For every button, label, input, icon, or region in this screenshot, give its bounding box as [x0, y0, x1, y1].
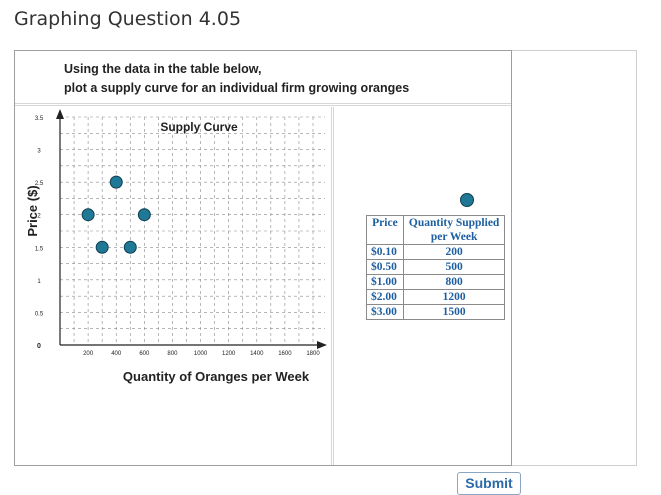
column-header-quantity: Quantity Supplied per Week: [402, 215, 506, 245]
column-header-price: Price: [366, 215, 404, 245]
data-point[interactable]: [123, 240, 137, 254]
x-tick-label: 1600: [278, 351, 292, 357]
y-tick-label: 0: [37, 343, 41, 350]
point-tool-icon[interactable]: [460, 193, 474, 207]
y-tick-label: 3.5: [35, 116, 44, 122]
data-point[interactable]: [137, 208, 151, 222]
table-row: $3.00 1500: [366, 304, 506, 320]
y-tick-label: 2: [37, 214, 41, 220]
y-tick-label: 1: [37, 279, 41, 285]
price-cell: $1.00: [366, 274, 404, 290]
quantity-cell: 800: [402, 274, 506, 290]
table-row: $2.00 1200: [366, 289, 506, 305]
y-tick-label: 2.5: [35, 181, 44, 187]
x-tick-label: 1000: [194, 351, 208, 357]
price-cell: $3.00: [366, 304, 404, 320]
panel-divider: [331, 107, 334, 465]
price-cell: $0.10: [366, 244, 404, 260]
y-tick-label: 3: [37, 149, 41, 155]
data-point[interactable]: [109, 175, 123, 189]
x-tick-label: 400: [111, 351, 122, 357]
submit-button[interactable]: Submit: [457, 472, 521, 495]
divider: [15, 103, 511, 106]
x-tick-label: 1200: [222, 351, 236, 357]
table-row: $0.10 200: [366, 244, 506, 260]
x-tick-label: 800: [167, 351, 178, 357]
quantity-cell: 200: [402, 244, 506, 260]
instructions-line-2: plot a supply curve for an individual fi…: [64, 81, 410, 95]
quantity-cell: 1200: [402, 289, 506, 305]
x-tick-label: 1400: [250, 351, 264, 357]
instructions: Using the data in the table below, plot …: [64, 60, 504, 98]
price-cell: $0.50: [366, 259, 404, 275]
supply-data-table: Price Quantity Supplied per Week $0.10 2…: [366, 215, 506, 320]
column-header-quantity-line-1: Quantity Supplied: [408, 217, 500, 229]
chart-title: Supply Curve: [160, 120, 238, 134]
graph-question-panel: Using the data in the table below, plot …: [14, 50, 521, 495]
y-tick-label: 1.5: [35, 246, 44, 252]
data-point[interactable]: [95, 240, 109, 254]
x-tick-label: 600: [139, 351, 150, 357]
table-header-row: Price Quantity Supplied per Week: [366, 215, 506, 245]
x-axis-label: Quantity of Oranges per Week: [123, 369, 310, 384]
table-row: $0.50 500: [366, 259, 506, 275]
supply-graph[interactable]: 0 0.5 1 1.5 2 2.5 3 3.5 200 400 600 800 1000 1200 1400…: [15, 51, 513, 467]
x-tick-label: 200: [83, 351, 94, 357]
quantity-cell: 500: [402, 259, 506, 275]
y-tick-label: 0.5: [35, 311, 44, 317]
y-axis-label: Price ($): [25, 185, 40, 236]
column-header-quantity-line-2: per Week: [430, 231, 478, 243]
y-axis-arrow: [56, 109, 64, 119]
page-title: Graphing Question 4.05: [14, 8, 242, 30]
table-row: $1.00 800: [366, 274, 506, 290]
instructions-line-1: Using the data in the table below,: [64, 62, 262, 76]
x-axis-arrow: [317, 341, 327, 349]
price-cell: $2.00: [366, 289, 404, 305]
data-point[interactable]: [81, 208, 95, 222]
quantity-cell: 1500: [402, 304, 506, 320]
x-tick-label: 1800: [306, 351, 320, 357]
